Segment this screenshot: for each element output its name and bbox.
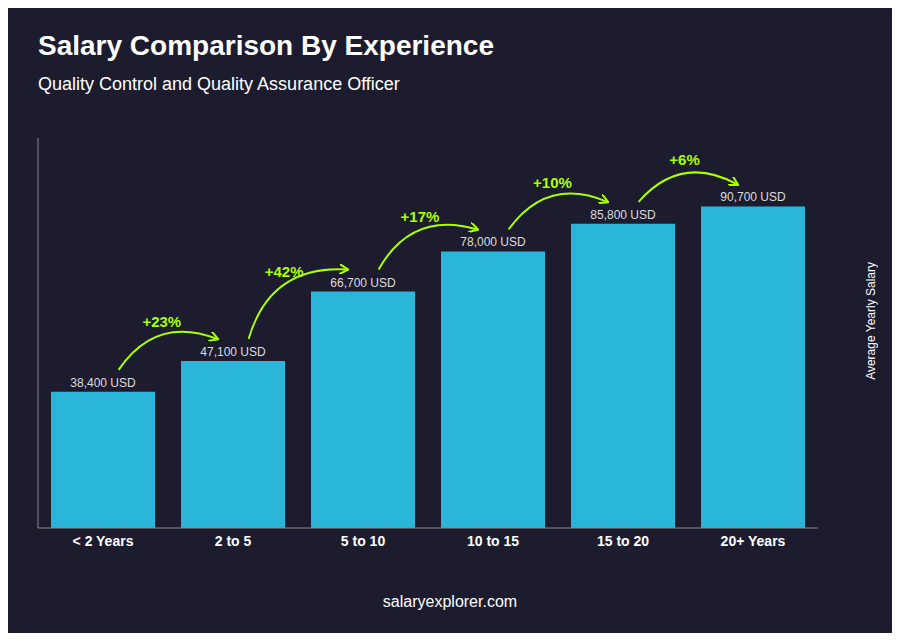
svg-text:78,000 USD: 78,000 USD — [460, 235, 526, 249]
svg-text:2 to 5: 2 to 5 — [215, 533, 252, 549]
svg-text:+23%: +23% — [142, 313, 181, 330]
svg-text:+42%: +42% — [265, 263, 304, 280]
svg-text:< 2 Years: < 2 Years — [73, 533, 134, 549]
html-text:Salary Comparison By Experienc: Salary Comparison By Experience — [38, 30, 494, 61]
svg-text:10 to 15: 10 to 15 — [467, 533, 519, 549]
svg-text:85,800 USD: 85,800 USD — [590, 208, 656, 222]
svg-text:66,700 USD: 66,700 USD — [330, 276, 396, 290]
svg-text:5 to 10: 5 to 10 — [341, 533, 386, 549]
svg-text:+17%: +17% — [401, 208, 440, 225]
html-text:salaryexplorer.com: salaryexplorer.com — [382, 593, 518, 610]
html-text:Quality Control and Quality As: Quality Control and Quality Assurance Of… — [38, 74, 400, 94]
svg-text:90,700 USD: 90,700 USD — [720, 190, 786, 204]
svg-text:20+ Years: 20+ Years — [721, 533, 786, 549]
svg-text:47,100 USD: 47,100 USD — [200, 345, 266, 359]
svg-text:38,400 USD: 38,400 USD — [70, 376, 136, 390]
svg-text:+10%: +10% — [533, 174, 572, 191]
svg-text:+6%: +6% — [669, 151, 699, 168]
html-text:Average Yearly Salary: Average Yearly Salary — [864, 261, 878, 380]
svg-text:15 to 20: 15 to 20 — [597, 533, 649, 549]
